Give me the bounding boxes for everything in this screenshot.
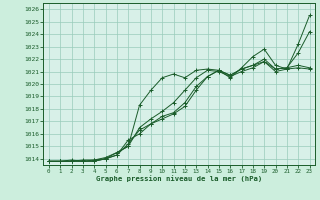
X-axis label: Graphe pression niveau de la mer (hPa): Graphe pression niveau de la mer (hPa) [96,176,262,182]
